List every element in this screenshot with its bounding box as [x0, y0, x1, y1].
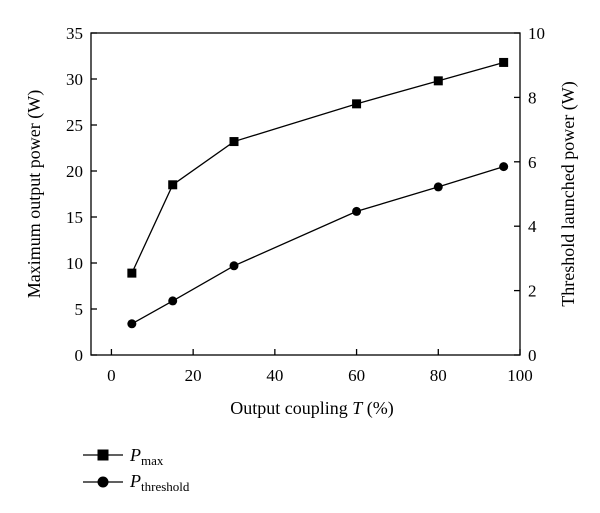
y-left-tick-label: 15	[66, 208, 83, 227]
plot-frame	[90, 32, 521, 356]
y-left-tick-label: 35	[66, 24, 83, 43]
y-right-tick-label: 10	[528, 24, 545, 43]
data-point-threshold	[499, 162, 509, 172]
data-point-max	[499, 57, 509, 67]
data-point-threshold	[127, 319, 137, 329]
y-right-tick-label: 8	[528, 88, 537, 107]
data-point-threshold	[229, 261, 239, 271]
x-tick-label: 60	[348, 366, 365, 385]
x-axis-label-main: Output coupling	[230, 398, 352, 418]
series-line-max	[131, 61, 504, 274]
plot-series	[127, 57, 509, 329]
series-threshold	[127, 162, 509, 329]
legend-item-pthreshold: Pthreshold	[83, 471, 190, 494]
x-tick-label: 80	[430, 366, 447, 385]
data-point-threshold	[168, 296, 178, 306]
legend-marker-circle	[97, 476, 109, 488]
y-left-tick-label: 20	[66, 162, 83, 181]
series-line-threshold	[131, 166, 504, 325]
y-left-tick-label: 30	[66, 70, 83, 89]
y-right-tick-label: 6	[528, 153, 537, 172]
legend-label-pthreshold: Pthreshold	[129, 471, 190, 494]
y-axis-right-label: Threshold launched power (W)	[558, 81, 579, 306]
data-point-max	[127, 268, 137, 278]
y-left-tick-label: 25	[66, 116, 83, 135]
x-tick-label: 0	[107, 366, 116, 385]
y-right-tick-label: 2	[528, 282, 537, 301]
x-tick-label: 100	[507, 366, 533, 385]
y-left-tick-label: 5	[75, 300, 84, 319]
y-left-tick-label: 10	[66, 254, 83, 273]
y-right-tick-label: 0	[528, 346, 537, 365]
legend-item-pmax: Pmax	[83, 445, 164, 468]
data-point-max	[168, 180, 178, 190]
x-axis-label-unit: (%)	[362, 398, 393, 419]
series-max	[127, 57, 509, 278]
data-point-max	[229, 137, 239, 147]
y-right-tick-label: 4	[528, 217, 537, 236]
legend-label-pmax: Pmax	[129, 445, 164, 468]
data-point-threshold	[352, 206, 362, 216]
x-tick-label: 40	[266, 366, 283, 385]
y-left-tick-label: 0	[75, 346, 84, 365]
data-point-threshold	[433, 182, 443, 192]
x-axis-label-var: T	[352, 398, 364, 418]
x-axis-label: Output coupling T (%)	[230, 398, 394, 419]
data-point-max	[433, 76, 443, 86]
legend-marker-square	[97, 449, 109, 461]
legend: Pmax Pthreshold	[83, 445, 190, 494]
x-tick-label: 20	[185, 366, 202, 385]
y-axis-left-label: Maximum output power (W)	[24, 90, 45, 298]
data-point-max	[352, 99, 362, 109]
